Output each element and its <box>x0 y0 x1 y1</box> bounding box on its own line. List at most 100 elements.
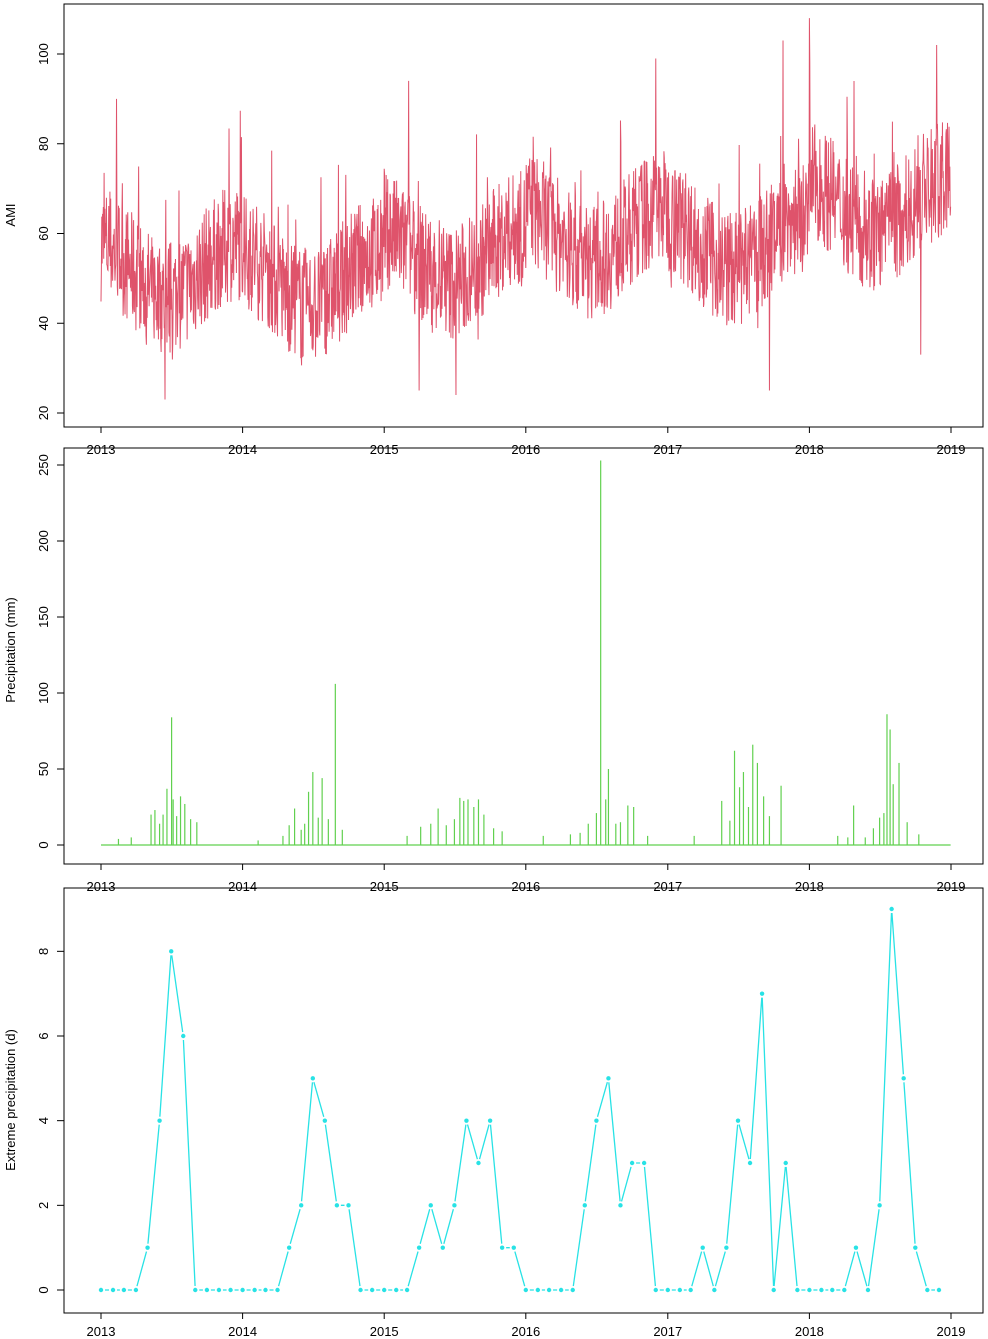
x-tick-label: 2015 <box>370 442 399 457</box>
extreme-precipitation-point <box>570 1287 575 1293</box>
extreme-precipitation-point <box>216 1287 222 1293</box>
y-tick-label: 50 <box>36 762 51 776</box>
y-tick-label: 60 <box>36 226 51 240</box>
extreme-precipitation-point <box>913 1245 918 1250</box>
x-tick-label: 2016 <box>511 442 540 457</box>
extreme-precipitation-point <box>286 1245 292 1250</box>
extreme-precipitation-point <box>724 1245 729 1250</box>
extreme-precipitation-point <box>382 1287 387 1293</box>
extreme-precipitation-point <box>700 1245 705 1250</box>
extreme-precipitation-point <box>334 1203 340 1208</box>
x-tick-label: 2017 <box>653 1324 682 1339</box>
x-tick-label: 2016 <box>511 879 540 894</box>
extreme-precipitation-point <box>582 1203 587 1208</box>
x-tick-label: 2013 <box>87 879 116 894</box>
y-tick-label: 0 <box>36 1286 51 1293</box>
y-tick-label: 200 <box>36 530 51 552</box>
y-tick-label: 8 <box>36 948 51 955</box>
precipitation-x-axis: 2013 2014 2015 2016 2017 2018 2019 <box>87 863 966 894</box>
extreme-precipitation-point <box>263 1287 268 1293</box>
ami-x-axis: 2013 2014 2015 2016 2017 2018 2019 <box>87 426 965 457</box>
extreme-precipitation-point <box>865 1287 871 1293</box>
extreme-precipitation-point <box>629 1160 635 1166</box>
extreme-precipitation-point <box>121 1287 127 1293</box>
y-tick-label: 40 <box>36 316 51 330</box>
extreme-precipitation-x-axis: 2013 2014 2015 2016 2017 2018 2019 <box>87 1312 966 1339</box>
x-tick-label: 2017 <box>653 442 682 457</box>
extreme-precipitation-point <box>298 1203 304 1208</box>
extreme-precipitation-point <box>98 1287 104 1293</box>
extreme-precipitation-point <box>369 1287 375 1293</box>
extreme-precipitation-point <box>310 1076 316 1081</box>
extreme-precipitation-point <box>830 1287 835 1293</box>
extreme-precipitation-point <box>193 1287 198 1293</box>
y-tick-label: 6 <box>36 1032 51 1039</box>
extreme-precipitation-point <box>487 1118 493 1123</box>
ami-y-axis-label: AMI <box>3 203 18 226</box>
panel-extreme-precipitation: Extreme precipitation (d) 0 2 4 6 8 2013 2014… <box>3 887 984 1339</box>
extreme-precipitation-point <box>523 1287 529 1293</box>
x-tick-label: 2015 <box>370 879 399 894</box>
extreme-precipitation-point <box>546 1287 552 1293</box>
extreme-precipitation-point <box>499 1245 505 1250</box>
extreme-precipitation-point <box>476 1160 481 1166</box>
extreme-precipitation-point <box>558 1287 564 1293</box>
extreme-precipitation-point <box>759 991 765 996</box>
x-tick-label: 2016 <box>511 1324 540 1339</box>
ami-series <box>100 18 952 400</box>
ami-y-axis: 20 40 60 80 100 <box>36 43 65 420</box>
extreme-precipitation-point <box>404 1287 410 1293</box>
extreme-precipitation-point <box>322 1118 328 1123</box>
y-tick-label: 0 <box>36 841 51 848</box>
x-tick-label: 2018 <box>795 442 824 457</box>
extreme-precipitation-point <box>795 1287 800 1293</box>
extreme-precipitation-point <box>157 1118 162 1123</box>
extreme-precipitation-point <box>641 1160 647 1166</box>
extreme-precipitation-point <box>747 1160 753 1166</box>
extreme-precipitation-point <box>771 1287 776 1293</box>
extreme-precipitation-line <box>105 912 935 1291</box>
extreme-precipitation-point <box>464 1118 469 1123</box>
extreme-precipitation-point <box>618 1203 623 1208</box>
extreme-precipitation-point <box>901 1076 906 1081</box>
extreme-precipitation-point <box>842 1287 847 1293</box>
extreme-precipitation-point <box>169 949 174 954</box>
y-tick-label: 150 <box>36 606 51 628</box>
x-tick-label: 2017 <box>653 879 682 894</box>
y-tick-label: 2 <box>36 1202 51 1209</box>
y-tick-label: 80 <box>36 137 51 151</box>
x-tick-label: 2019 <box>937 879 966 894</box>
x-tick-label: 2014 <box>228 1324 257 1339</box>
extreme-precipitation-point <box>440 1245 445 1250</box>
extreme-precipitation-point <box>853 1245 859 1250</box>
extreme-precipitation-point <box>925 1287 930 1293</box>
extreme-precipitation-point <box>889 906 894 912</box>
precipitation-plot-box <box>63 447 984 865</box>
extreme-precipitation-point <box>346 1203 351 1208</box>
x-tick-label: 2014 <box>228 442 257 457</box>
extreme-precipitation-point <box>394 1287 399 1293</box>
extreme-precipitation-point <box>416 1245 422 1250</box>
y-tick-label: 100 <box>36 682 51 704</box>
y-tick-label: 4 <box>36 1117 51 1124</box>
x-tick-label: 2018 <box>795 879 824 894</box>
x-tick-label: 2018 <box>795 1324 824 1339</box>
extreme-precipitation-point <box>653 1287 658 1293</box>
x-tick-label: 2014 <box>228 879 257 894</box>
panel-ami: AMI 20 40 60 80 100 2013 2014 2015 2016 2017 2018… <box>3 3 984 457</box>
extreme-precipitation-point <box>535 1287 541 1293</box>
y-tick-label: 20 <box>36 406 51 420</box>
extreme-precipitation-point <box>145 1245 150 1250</box>
extreme-precipitation-point <box>807 1287 812 1293</box>
y-tick-label: 100 <box>36 43 51 65</box>
extreme-precipitation-point <box>594 1118 599 1123</box>
x-tick-label: 2019 <box>937 1324 966 1339</box>
extreme-precipitation-point <box>735 1118 741 1123</box>
x-tick-label: 2013 <box>87 1324 116 1339</box>
extreme-precipitation-point <box>133 1287 139 1293</box>
y-tick-label: 250 <box>36 454 51 476</box>
extreme-precipitation-point <box>181 1033 186 1039</box>
extreme-precipitation-point <box>665 1287 670 1293</box>
